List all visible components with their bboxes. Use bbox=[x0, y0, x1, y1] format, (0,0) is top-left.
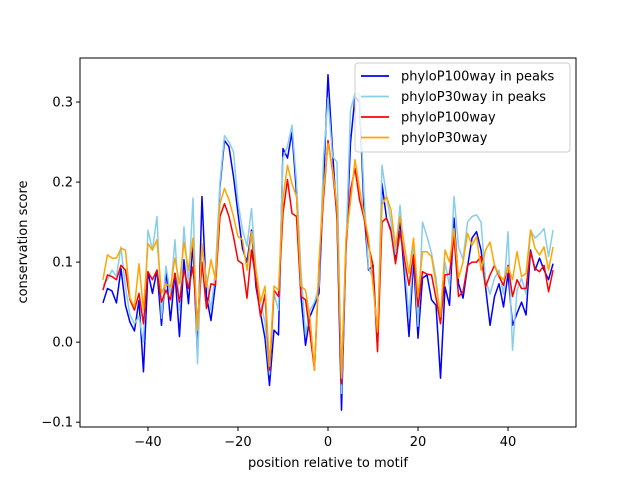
x-tick-label: 40 bbox=[500, 435, 517, 450]
y-tick-label: 0.3 bbox=[52, 96, 73, 111]
y-tick-label: 0.2 bbox=[52, 176, 73, 191]
y-tick-label: 0.1 bbox=[52, 256, 73, 271]
legend: phyloP100way in peaks phyloP30way in peak… bbox=[354, 62, 571, 153]
y-tick-label: −0.1 bbox=[41, 416, 73, 431]
y-axis-label: conservation score bbox=[16, 180, 31, 303]
legend-label-3: phyloP30way bbox=[401, 131, 488, 146]
y-tick-label: 0.0 bbox=[52, 336, 73, 351]
x-tick-label: 20 bbox=[410, 435, 427, 450]
x-tick-label: 0 bbox=[324, 435, 332, 450]
legend-box bbox=[354, 62, 571, 153]
x-axis-ticks: −40 −20 0 20 40 bbox=[134, 427, 516, 450]
legend-label-2: phyloP100way bbox=[401, 111, 496, 126]
series-line-1 bbox=[102, 92, 554, 395]
legend-label-1: phyloP30way in peaks bbox=[401, 90, 546, 105]
x-axis-label: position relative to motif bbox=[248, 456, 408, 471]
x-tick-label: −40 bbox=[134, 435, 161, 450]
x-tick-label: −20 bbox=[224, 435, 251, 450]
series-line-0 bbox=[102, 74, 554, 411]
series-layer bbox=[102, 74, 554, 411]
series-line-3 bbox=[102, 142, 554, 379]
series-line-2 bbox=[102, 139, 554, 385]
legend-label-0: phyloP100way in peaks bbox=[401, 70, 555, 85]
y-axis-ticks: −0.1 0.0 0.1 0.2 0.3 bbox=[41, 96, 80, 431]
